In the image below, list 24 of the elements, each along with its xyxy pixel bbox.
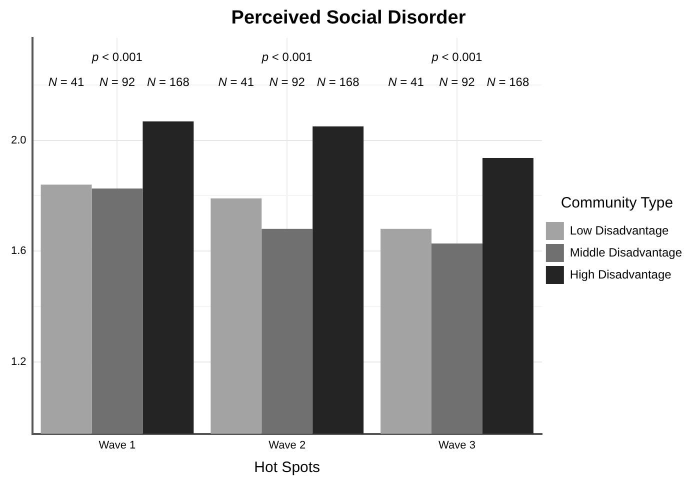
chart-title: Perceived Social Disorder [231, 8, 466, 29]
y-tick-label: 2.0 [10, 134, 26, 146]
legend-title: Community Type [560, 194, 674, 212]
annotation: N = 41 [388, 75, 424, 90]
annotation: p < 0.001 [91, 50, 143, 64]
y-tick-label: 1.2 [10, 356, 26, 368]
annotation: N = 168 [316, 75, 360, 90]
legend-label: Middle Disadvantage [570, 245, 682, 260]
annotation: N = 92 [439, 75, 476, 90]
legend-label: High Disadvantage [570, 267, 672, 282]
annotation: N = 41 [48, 75, 84, 90]
legend-label: Low Disadvantage [570, 223, 669, 238]
annotation: N = 92 [269, 75, 306, 90]
x-axis-title: Hot Spots [254, 459, 320, 476]
x-tick-label: Wave 2 [268, 439, 306, 452]
annotation: N = 92 [99, 75, 136, 90]
annotation: p < 0.001 [430, 50, 483, 64]
annotation: N = 168 [486, 75, 530, 90]
annotation: N = 41 [218, 75, 254, 90]
x-tick-label: Wave 1 [98, 439, 136, 452]
y-tick-label: 1.6 [10, 245, 26, 258]
annotation: N = 168 [147, 75, 190, 90]
annotation: p < 0.001 [260, 50, 313, 64]
x-tick-label: Wave 3 [438, 439, 476, 452]
